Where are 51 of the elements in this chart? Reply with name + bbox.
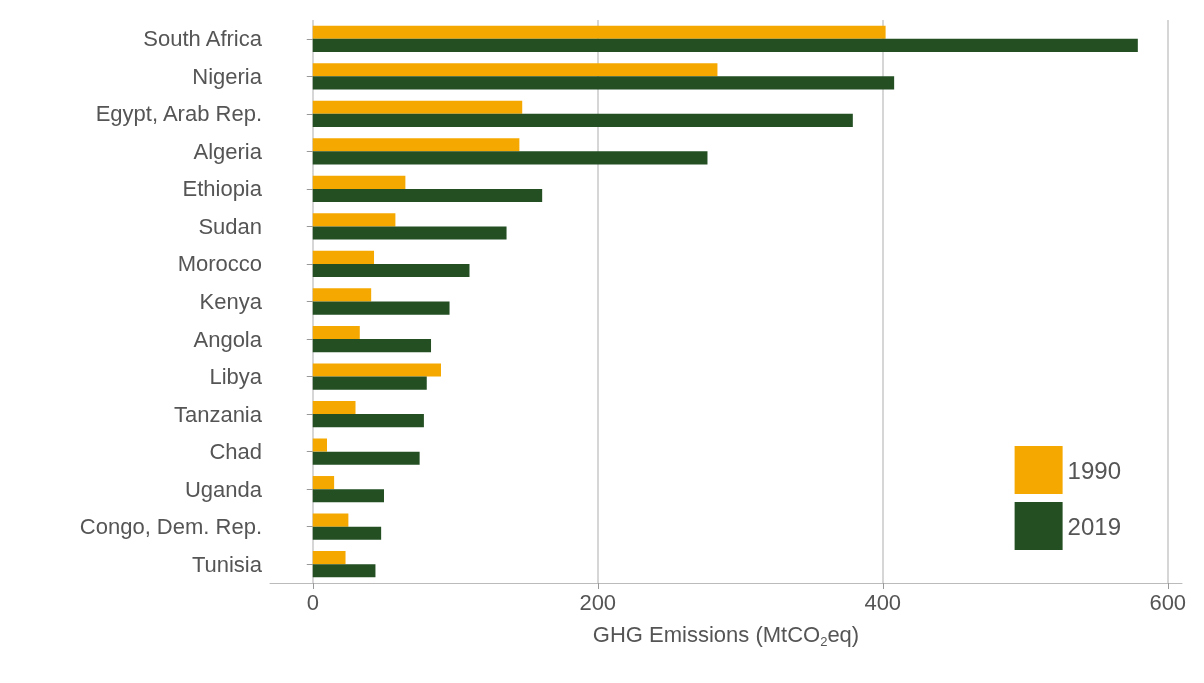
bar [312,151,708,165]
bar [312,564,376,578]
y-tick-label: Libya [209,364,263,390]
x-tick-label: 0 [306,589,319,615]
y-tick-label: Sudan [198,213,262,239]
y-tick-label: Ethiopia [182,176,263,202]
bar [312,451,420,465]
bar [312,38,1138,52]
y-tick-label: Egypt, Arab Rep. [95,101,262,127]
bar [312,414,424,428]
x-tick-label: 200 [579,589,617,615]
bar [312,63,718,77]
bar [312,226,507,240]
y-tick-label: Kenya [199,289,263,314]
y-tick-label: Morocco [177,251,262,277]
bar [312,438,327,452]
bar [312,301,450,315]
bar [312,376,427,390]
bar [312,476,335,490]
y-tick-label: Tunisia [191,551,263,577]
bar [312,175,406,189]
x-tick-label: 600 [1149,589,1187,615]
bar [312,138,520,152]
bar [312,489,384,503]
bar [312,250,375,264]
bar [312,513,349,527]
y-tick-label: Congo, Dem. Rep. [79,514,262,540]
y-tick-label: Uganda [184,476,263,502]
bar [312,100,523,114]
bar [312,263,470,278]
bar [312,339,432,353]
bar [312,213,396,227]
y-tick-label: Tanzania [173,401,263,427]
y-tick-label: Nigeria [192,63,263,89]
legend-label: 1990 [1067,456,1121,484]
bar [312,400,356,415]
y-tick-label: Chad [209,439,262,465]
y-tick-label: Algeria [193,138,263,164]
y-tick-label: South Africa [143,26,263,52]
bar [312,526,382,540]
bar [312,288,372,302]
x-tick-label: 400 [864,589,902,615]
bar [312,188,543,203]
y-tick-label: Angola [193,326,263,352]
bar [312,76,895,90]
bar [312,551,346,565]
bar [312,363,441,377]
bar [312,325,360,340]
legend-label: 2019 [1067,512,1121,540]
bar [312,25,886,39]
bar [312,113,853,127]
